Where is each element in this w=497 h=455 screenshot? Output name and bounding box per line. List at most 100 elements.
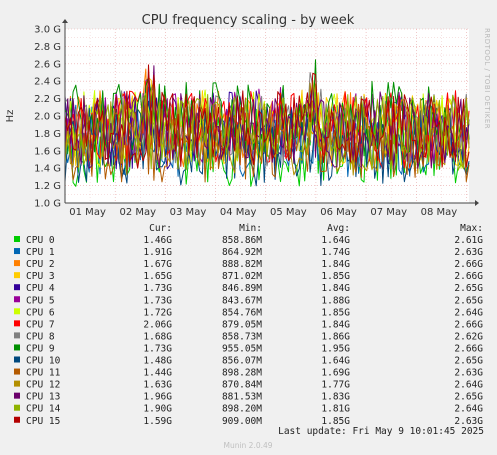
y-axis-label: Hz	[5, 110, 16, 123]
series-line-15	[64, 64, 470, 169]
legend-header-min: Min:	[239, 223, 262, 234]
legend-value-cur: 1.65G	[143, 271, 172, 282]
legend-name: CPU 15	[26, 416, 60, 427]
legend-value-avg: 1.81G	[321, 404, 350, 415]
legend-value-min: 879.05M	[222, 319, 262, 330]
x-tick-label: 01 May	[69, 207, 106, 218]
legend-value-cur: 1.73G	[143, 295, 172, 306]
y-tick-labels: 1.0 G 1.2 G 1.4 G 1.6 G 1.8 G 2.0 G 2.2 G 2.4 G…	[34, 25, 61, 210]
x-tick-label: 02 May	[119, 207, 156, 218]
legend-value-avg: 1.85G	[321, 271, 350, 282]
legend-value-avg: 1.84G	[321, 259, 350, 270]
series-line-9	[64, 59, 470, 160]
series-lines	[64, 59, 470, 187]
legend-value-min: 864.92M	[222, 247, 262, 258]
legend-value-min: 846.89M	[222, 283, 262, 294]
legend-value-avg: 1.86G	[321, 331, 350, 342]
legend-value-max: 2.66G	[454, 259, 483, 270]
legend-value-cur: 1.44G	[143, 368, 172, 379]
legend-swatch	[14, 320, 20, 327]
legend-value-max: 2.63G	[454, 416, 483, 427]
legend-value-cur: 1.73G	[143, 283, 172, 294]
legend-value-max: 2.64G	[454, 404, 483, 415]
legend-value-min: 843.67M	[222, 295, 262, 306]
y-tick-label: 2.0 G	[34, 112, 61, 123]
legend-value-avg: 1.85G	[321, 307, 350, 318]
legend-value-cur: 1.73G	[143, 343, 172, 354]
legend: Cur: Min: Avg: Max: CPU 0 1.46G 858.86M 1.64G 2.…	[14, 223, 483, 427]
legend-value-max: 2.66G	[454, 343, 483, 354]
legend-value-min: 858.73M	[222, 331, 262, 342]
legend-value-max: 2.65G	[454, 392, 483, 403]
legend-name: CPU 10	[26, 356, 61, 367]
legend-swatch	[14, 392, 20, 399]
rrdtool-side-label: RRDTOOL / TOBI OETIKER	[483, 28, 491, 129]
legend-value-max: 2.63G	[454, 247, 483, 258]
legend-swatch	[14, 356, 20, 363]
legend-value-avg: 1.69G	[321, 368, 350, 379]
legend-value-avg: 1.84G	[321, 283, 350, 294]
last-update-text: Last update: Fri May 9 10:01:45 2025	[278, 426, 484, 437]
legend-value-cur: 1.67G	[143, 259, 172, 270]
y-tick-label: 2.2 G	[34, 94, 61, 105]
legend-name: CPU 5	[26, 295, 55, 306]
legend-name: CPU 14	[26, 404, 61, 415]
legend-value-max: 2.64G	[454, 380, 483, 391]
legend-value-max: 2.65G	[454, 283, 483, 294]
chart-title: CPU frequency scaling - by week	[142, 13, 355, 28]
legend-name: CPU 11	[26, 368, 61, 379]
legend-swatch	[14, 296, 20, 303]
legend-value-max: 2.61G	[454, 235, 483, 246]
legend-name: CPU 12	[26, 380, 60, 391]
legend-swatch	[14, 404, 20, 411]
munin-version: Munin 2.0.49	[223, 441, 272, 450]
legend-value-min: 871.02M	[222, 271, 262, 282]
legend-name: CPU 4	[26, 283, 55, 294]
y-tick-label: 2.4 G	[34, 77, 61, 88]
legend-value-cur: 1.72G	[143, 307, 172, 318]
y-tick-label: 1.0 G	[34, 199, 61, 210]
legend-swatch	[14, 236, 20, 242]
legend-header-cur: Cur:	[149, 223, 172, 234]
x-tick-label: 08 May	[421, 207, 458, 218]
axes	[62, 19, 479, 206]
legend-value-cur: 1.90G	[143, 404, 172, 415]
y-axis-arrow	[62, 19, 68, 23]
x-tick-labels: 01 May 02 May 03 May 04 May 05 May 06 May 07 M…	[69, 207, 457, 218]
legend-header-avg: Avg:	[327, 223, 350, 234]
legend-value-max: 2.66G	[454, 271, 483, 282]
legend-value-max: 2.66G	[454, 319, 483, 330]
legend-value-cur: 2.06G	[143, 319, 172, 330]
legend-value-avg: 1.74G	[321, 247, 350, 258]
legend-value-cur: 1.91G	[143, 247, 172, 258]
legend-swatch	[14, 344, 20, 351]
legend-value-min: 909.00M	[222, 416, 262, 427]
legend-name: CPU 8	[26, 331, 55, 342]
legend-value-min: 881.53M	[222, 392, 262, 403]
legend-value-min: 898.28M	[222, 368, 262, 379]
legend-value-min: 898.20M	[222, 404, 262, 415]
legend-value-min: 888.82M	[222, 259, 262, 270]
x-axis-arrow	[475, 200, 479, 206]
legend-swatch	[14, 248, 20, 255]
y-tick-label: 2.8 G	[34, 42, 61, 53]
y-tick-label: 1.8 G	[34, 129, 61, 140]
legend-swatch	[14, 308, 20, 315]
legend-swatch	[14, 332, 20, 339]
series-line-8	[64, 72, 470, 168]
legend-value-avg: 1.83G	[321, 392, 350, 403]
legend-value-cur: 1.96G	[143, 392, 172, 403]
legend-value-avg: 1.84G	[321, 319, 350, 330]
legend-swatch	[14, 260, 20, 267]
legend-value-avg: 1.95G	[321, 343, 350, 354]
legend-value-avg: 1.64G	[321, 356, 350, 367]
legend-name: CPU 2	[26, 259, 55, 270]
legend-name: CPU 1	[26, 247, 55, 258]
legend-value-min: 870.84M	[222, 380, 262, 391]
x-tick-label: 06 May	[320, 207, 357, 218]
legend-swatch	[14, 284, 20, 291]
legend-value-max: 2.64G	[454, 307, 483, 318]
legend-header-max: Max:	[460, 223, 483, 234]
legend-name: CPU 9	[26, 343, 55, 354]
legend-swatch	[14, 272, 20, 279]
